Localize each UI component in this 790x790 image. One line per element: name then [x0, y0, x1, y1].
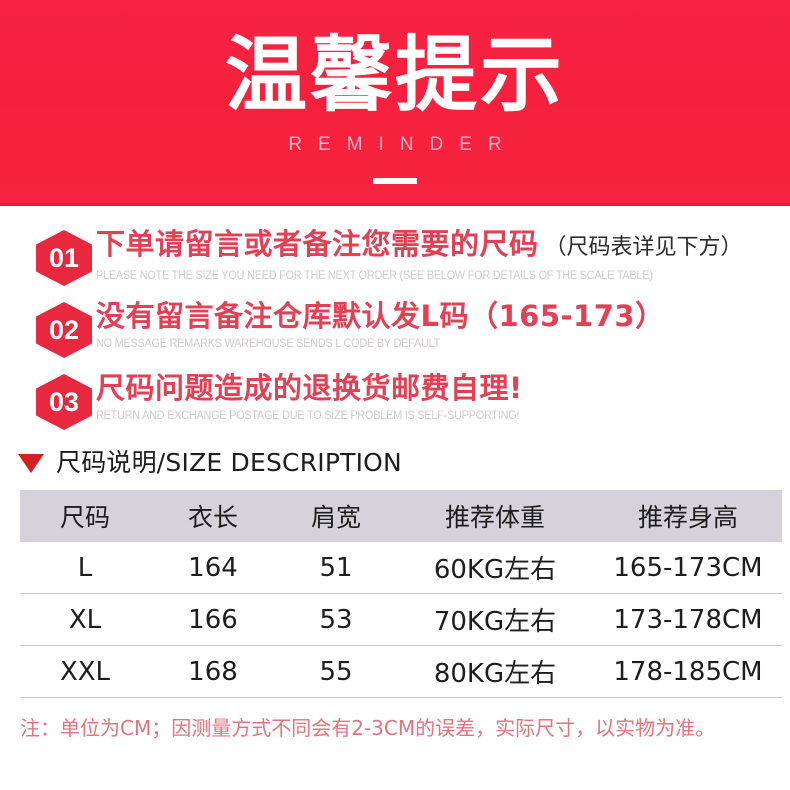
- notice-heading-row-01: 下单请留言或者备注您需要的尺码 （尺码表详见下方）: [96, 224, 776, 268]
- cell-size-l: L: [20, 542, 150, 594]
- notice-subtitle-en-03: RETURN AND EXCHANGE POSTAGE DUE TO SIZE …: [96, 410, 520, 422]
- cell-shoulder-xxl: 55: [276, 645, 396, 698]
- table-row: XXL 168 55 80KG左右 178-185CM: [20, 645, 782, 698]
- triangle-down-icon: [18, 453, 44, 473]
- size-chart-table: 尺码 衣长 肩宽 推荐体重 推荐身高 L 164 51 60KG左右 165-1…: [20, 490, 782, 698]
- banner-title: 温馨提示: [224, 28, 565, 123]
- notice-heading-row-02: 没有留言备注仓库默认发L码（165-173）: [96, 296, 776, 336]
- cell-height-xl: 173-178CM: [594, 593, 782, 646]
- table-row: XL 166 53 70KG左右 173-178CM: [20, 593, 782, 646]
- cell-height-l: 165-173CM: [594, 542, 782, 594]
- notice-item-02: 02 没有留言备注仓库默认发L码（165-173） NO MESSAGE REM…: [0, 296, 790, 360]
- measurement-note: 注：单位为CM；因测量方式不同会有2-3CM的误差，实际尺寸，以实物为准。: [20, 716, 716, 740]
- notice-heading-cn-01: 下单请留言或者备注您需要的尺码: [96, 227, 539, 261]
- banner-subtitle: REMINDER: [288, 134, 518, 155]
- notice-list: 01 下单请留言或者备注您需要的尺码 （尺码表详见下方） PLEASE NOTE…: [0, 206, 790, 432]
- size-description-header: 尺码说明/SIZE DESCRIPTION: [18, 448, 790, 478]
- cell-weight-l: 60KG左右: [396, 542, 594, 594]
- table-header-height: 推荐身高: [594, 490, 782, 542]
- table-header-weight: 推荐体重: [396, 490, 594, 542]
- cell-size-xl: XL: [20, 593, 150, 646]
- cell-height-xxl: 178-185CM: [594, 645, 782, 698]
- notice-subtitle-en-01: PLEASE NOTE THE SIZE YOU NEED FOR THE NE…: [96, 270, 653, 282]
- notice-badge-03: 03: [36, 374, 92, 430]
- table-row: L 164 51 60KG左右 165-173CM: [20, 542, 782, 594]
- table-header-length: 衣长: [150, 490, 276, 542]
- table-header-row: 尺码 衣长 肩宽 推荐体重 推荐身高: [20, 490, 782, 542]
- notice-heading-paren-01: （尺码表详见下方）: [544, 235, 743, 260]
- table-header-shoulder: 肩宽: [276, 490, 396, 542]
- notice-heading-cn-03: 尺码问题造成的退换货邮费自理!: [96, 371, 523, 405]
- cell-shoulder-l: 51: [276, 542, 396, 594]
- banner-divider-dash: [373, 178, 417, 184]
- cell-length-xxl: 168: [150, 645, 276, 698]
- cell-weight-xl: 70KG左右: [396, 593, 594, 646]
- cell-length-l: 164: [150, 542, 276, 594]
- table-header-size: 尺码: [20, 490, 150, 542]
- reminder-banner: 温馨提示 REMINDER: [0, 0, 790, 206]
- cell-size-xxl: XXL: [20, 645, 150, 698]
- cell-shoulder-xl: 53: [276, 593, 396, 646]
- notice-heading-row-03: 尺码问题造成的退换货邮费自理!: [96, 368, 776, 408]
- notice-subtitle-en-02: NO MESSAGE REMARKS WAREHOUSE SENDS L COD…: [96, 338, 441, 350]
- notice-item-03: 03 尺码问题造成的退换货邮费自理! RETURN AND EXCHANGE P…: [0, 368, 790, 432]
- cell-weight-xxl: 80KG左右: [396, 645, 594, 698]
- notice-heading-cn-02: 没有留言备注仓库默认发L码（165-173）: [96, 299, 665, 333]
- notice-badge-02: 02: [36, 302, 92, 358]
- notice-badge-01: 01: [36, 230, 92, 286]
- size-description-title: 尺码说明/SIZE DESCRIPTION: [56, 448, 402, 477]
- cell-length-xl: 166: [150, 593, 276, 646]
- notice-item-01: 01 下单请留言或者备注您需要的尺码 （尺码表详见下方） PLEASE NOTE…: [0, 224, 790, 288]
